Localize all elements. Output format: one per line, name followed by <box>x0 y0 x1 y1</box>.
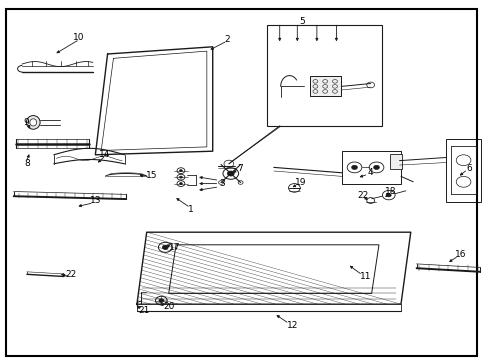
Text: 14: 14 <box>99 150 111 159</box>
Circle shape <box>386 193 390 197</box>
Text: 17: 17 <box>168 243 180 252</box>
Ellipse shape <box>26 116 40 129</box>
Text: 11: 11 <box>359 272 371 281</box>
Text: 3: 3 <box>219 179 225 188</box>
Text: 5: 5 <box>299 17 305 26</box>
Text: 13: 13 <box>89 197 101 205</box>
Text: 6: 6 <box>466 164 471 173</box>
Circle shape <box>227 171 234 176</box>
Text: 18: 18 <box>385 188 396 197</box>
Text: 12: 12 <box>286 321 298 330</box>
Bar <box>267 25 382 126</box>
Text: 7: 7 <box>236 164 242 173</box>
Text: 10: 10 <box>72 33 84 42</box>
Bar <box>445 139 480 202</box>
Text: 2: 2 <box>224 35 230 44</box>
Circle shape <box>179 176 182 178</box>
Text: 21: 21 <box>138 306 150 315</box>
Bar <box>309 76 341 96</box>
Circle shape <box>373 165 379 170</box>
Text: 4: 4 <box>367 168 373 177</box>
Circle shape <box>159 299 163 302</box>
Text: 22: 22 <box>65 270 77 279</box>
Text: 15: 15 <box>145 171 157 180</box>
Circle shape <box>179 183 182 185</box>
Polygon shape <box>168 245 378 293</box>
Text: 1: 1 <box>187 205 193 214</box>
Bar <box>342 151 400 184</box>
Text: 20: 20 <box>163 302 174 311</box>
Text: 8: 8 <box>24 158 30 168</box>
Circle shape <box>179 170 182 172</box>
Circle shape <box>162 245 168 249</box>
Text: 16: 16 <box>454 251 466 259</box>
Bar <box>389 154 401 169</box>
Text: 9: 9 <box>23 118 29 127</box>
Ellipse shape <box>30 119 37 126</box>
Circle shape <box>351 165 357 170</box>
Text: 19: 19 <box>294 179 306 188</box>
Text: 22: 22 <box>357 192 368 200</box>
